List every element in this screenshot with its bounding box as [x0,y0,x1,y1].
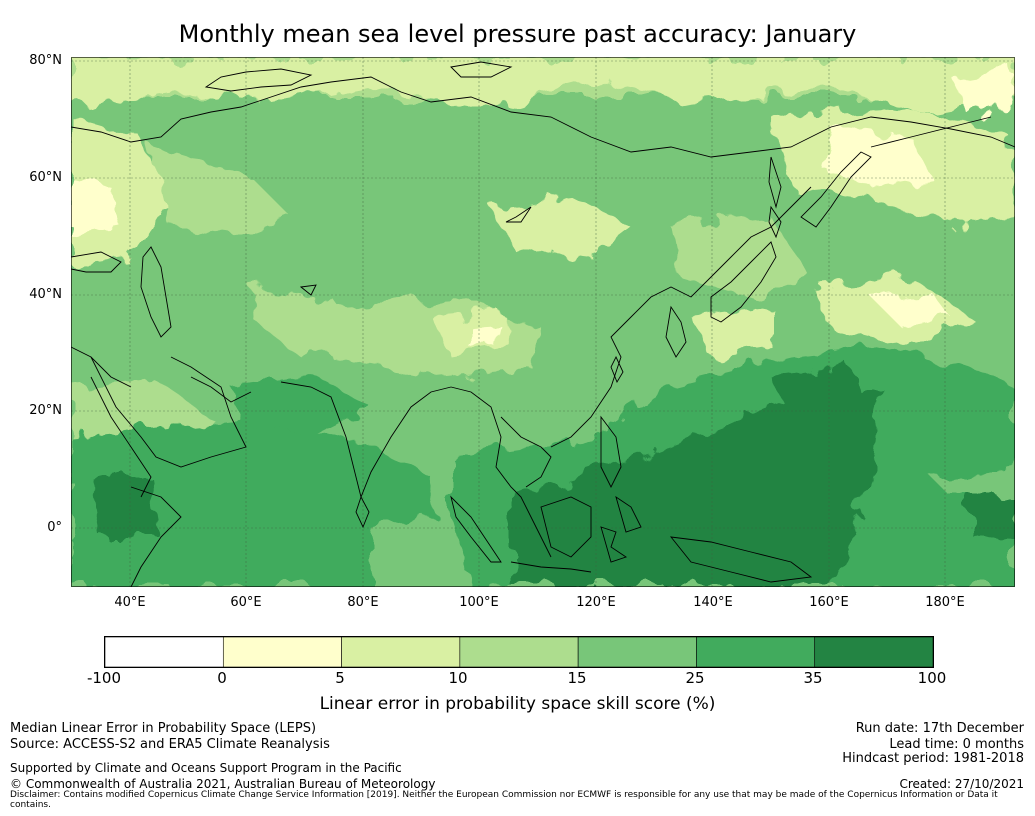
footer-copyright: © Commonwealth of Australia 2021, Austra… [10,777,436,791]
map-title: Monthly mean sea level pressure past acc… [178,20,857,48]
lon-label-140e: 140°E [693,595,733,610]
lon-label-180e: 180°E [925,595,965,610]
colorbar-tick-label: 15 [567,669,587,687]
colorbar-tick-label: 10 [448,669,468,687]
lat-label-0: 0° [47,520,62,535]
colorbar-tick-label: 0 [217,669,227,687]
colorbar-segment [577,636,697,668]
colorbar [104,636,934,668]
coastlines [71,61,1015,587]
colorbar-segment [104,636,224,668]
footer-created: Created: 27/10/2021 [899,777,1024,791]
lon-label-120e: 120°E [576,595,616,610]
colorbar-segment [459,636,579,668]
lat-label-60n: 60°N [29,170,62,185]
lat-label-40n: 40°N [29,287,62,302]
colorbar-tick-label: 100 [917,669,947,687]
footer-lead-time: Lead time: 0 months [889,737,1024,752]
colorbar-label: Linear error in probability space skill … [319,694,716,714]
colorbar-segment [814,636,934,668]
lon-label-40e: 40°E [114,595,146,610]
colorbar-segment [222,636,342,668]
lon-label-100e: 100°E [459,595,499,610]
colorbar-tick-label: -100 [86,669,122,687]
lat-label-80n: 80°N [29,53,62,68]
footer-support: Supported by Climate and Oceans Support … [10,761,402,775]
colorbar-tick-label: 35 [803,669,823,687]
lon-label-60e: 60°E [230,595,262,610]
graticule [71,57,1015,587]
colorbar-tick-label: 25 [685,669,705,687]
skill-score-map [71,57,1015,587]
lat-label-20n: 20°N [29,403,62,418]
footer-metric: Median Linear Error in Probability Space… [10,721,317,736]
footer-source: Source: ACCESS-S2 and ERA5 Climate Reana… [10,737,330,752]
colorbar-frame [104,636,934,668]
footer-disclaimer: Disclaimer: Contains modified Copernicus… [10,790,998,810]
colorbar-tick-label: 5 [335,669,345,687]
skill-score-field [71,57,1015,587]
colorbar-segment [696,636,816,668]
colorbar-segment [341,636,461,668]
lon-label-80e: 80°E [347,595,379,610]
footer-hindcast: Hindcast period: 1981-2018 [842,751,1024,766]
footer-run-date: Run date: 17th December [855,721,1024,736]
lon-label-160e: 160°E [809,595,849,610]
